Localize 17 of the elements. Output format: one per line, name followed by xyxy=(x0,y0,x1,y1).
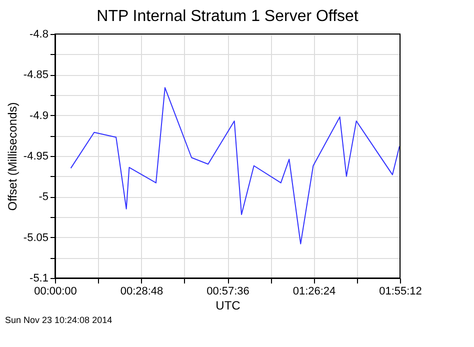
y-axis-title: Offset (Milliseconds) xyxy=(5,102,20,211)
text: Sun Nov 23 10:24:08 2014 xyxy=(5,315,112,325)
x-tick-label: 00:28:48 xyxy=(120,286,164,298)
x-tick-label: 00:57:36 xyxy=(206,286,250,298)
y-tick-label: -4.9 xyxy=(30,110,48,122)
y-tick-label: -4.95 xyxy=(23,150,48,162)
y-tick-label: -5.1 xyxy=(30,272,48,284)
x-tick-label: 01:26:24 xyxy=(292,286,336,298)
x-axis-title: UTC xyxy=(216,298,241,312)
y-tick-label: -4.85 xyxy=(23,69,48,82)
x-tick-label: 00:00:00 xyxy=(34,286,77,298)
y-tick-label: -4.8 xyxy=(30,28,48,40)
chart-title: NTP Internal Stratum 1 Server Offset xyxy=(96,8,359,25)
y-tick-label: -5.05 xyxy=(23,232,48,244)
y-tick-label: -5 xyxy=(38,191,48,204)
line-series xyxy=(70,87,400,244)
x-tick-label: 01:55:12 xyxy=(379,286,422,298)
